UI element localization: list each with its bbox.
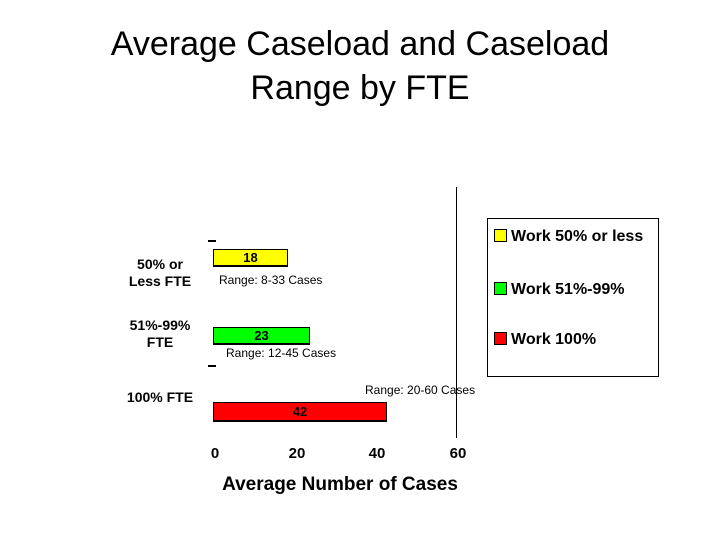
- page-title: Average Caseload and Caseload Range by F…: [30, 22, 690, 110]
- category-tick-mark: [208, 365, 216, 367]
- bar-value-label: 18: [243, 250, 258, 265]
- category-label-line: 51%-99%: [129, 317, 191, 333]
- legend-item-work-50-or-less: Work 50% or less: [494, 226, 656, 247]
- category-label-50-or-less-fte: 50% or Less FTE: [112, 256, 208, 290]
- x-axis-tick-40: 40: [368, 445, 386, 462]
- range-annotation-50-or-less-fte: Range: 8-33 Cases: [219, 273, 323, 287]
- range-annotation-100-fte: Range: 20-60 Cases: [365, 383, 476, 397]
- bar-value-label: 42: [292, 404, 308, 419]
- legend-item-work-100: Work 100%: [494, 329, 656, 350]
- legend-label: Work 50% or less: [511, 228, 644, 245]
- category-label-line: Less FTE: [128, 273, 192, 289]
- bar-50-or-less-fte: 18: [213, 249, 288, 267]
- chart-legend: Work 50% or less Work 51%-99% Work 100%: [487, 218, 659, 377]
- axis-line-vertical: [456, 187, 457, 438]
- legend-label: Work 100%: [511, 331, 597, 348]
- page-title-line-1: Average Caseload and Caseload: [110, 25, 610, 63]
- x-axis-tick-0: 0: [210, 445, 220, 462]
- category-label-line: 50% or: [137, 256, 183, 272]
- x-axis-title: Average Number of Cases: [222, 474, 458, 495]
- legend-swatch-red-icon: [494, 332, 507, 345]
- bar-51-99-fte: 23: [213, 327, 310, 345]
- legend-label: Work 51%-99%: [511, 281, 625, 298]
- legend-swatch-green-icon: [494, 282, 507, 295]
- category-label-100-fte: 100% FTE: [108, 389, 212, 406]
- bar-value-label: 23: [254, 328, 269, 343]
- page-title-line-2: Range by FTE: [250, 69, 470, 107]
- category-label-51-99-fte: 51%-99% FTE: [112, 317, 208, 351]
- range-annotation-51-99-fte: Range: 12-45 Cases: [226, 346, 337, 360]
- legend-item-work-51-99: Work 51%-99%: [494, 279, 656, 300]
- category-label-line: 100% FTE: [126, 389, 194, 405]
- legend-swatch-yellow-icon: [494, 229, 507, 242]
- bar-100-fte: 42: [213, 402, 387, 422]
- category-label-line: FTE: [146, 334, 174, 350]
- x-axis-tick-60: 60: [449, 445, 467, 462]
- x-axis-tick-20: 20: [288, 445, 306, 462]
- category-tick-mark: [208, 240, 216, 242]
